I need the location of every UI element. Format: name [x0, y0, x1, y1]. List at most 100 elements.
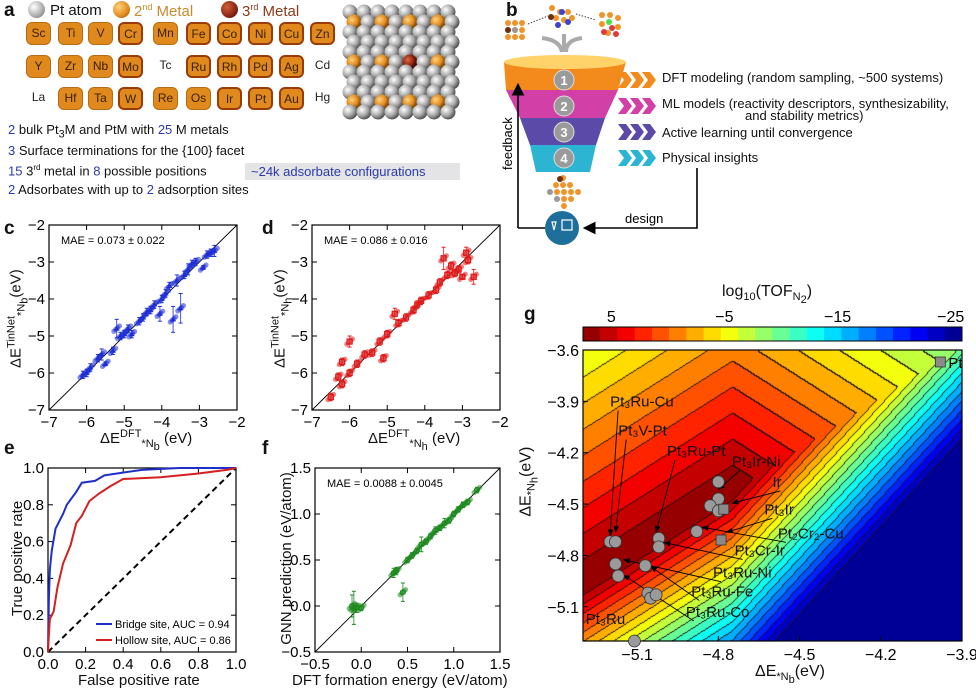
f-ytick-label: 1.0 [290, 506, 311, 523]
element-nb: Nb [88, 55, 113, 78]
g-annotation-arrow [607, 410, 619, 537]
c-point [105, 358, 111, 364]
c-xtick-label: −5 [116, 414, 133, 431]
desc-line-4: 2 Adsorbates with up to 2 adsorption sit… [8, 182, 249, 197]
d-point [387, 328, 393, 335]
pt-atom [370, 104, 386, 120]
f-xtick-label: 1.5 [490, 656, 511, 673]
f-point [403, 586, 409, 593]
panel-label-e: e [4, 438, 15, 459]
g-annotation-label: Pt₃Ru-Pt [667, 443, 726, 460]
legend-second-metal: 2nd Metal [134, 2, 194, 20]
g-ytick-label: −4.8 [547, 548, 579, 565]
d-point [394, 308, 401, 314]
element-ir: Ir [217, 87, 242, 110]
colorbar-band [841, 327, 860, 341]
pt-atom [440, 104, 456, 120]
e-xtick-label: 0.4 [113, 656, 134, 673]
input-structures-icon [505, 5, 621, 53]
second-metal-icon [113, 1, 130, 18]
colorbar-band [686, 327, 705, 341]
g-candidate-point [690, 525, 704, 538]
element-hf: Hf [58, 87, 83, 110]
g-reference-label: Pt [948, 355, 963, 372]
g-colorbar-title: log10(TOFN2) [722, 283, 813, 307]
g-candidate-point [638, 559, 652, 573]
g-reference-point [718, 503, 730, 515]
c-xtick-label: −4 [153, 414, 170, 431]
c-point [173, 314, 179, 320]
g-annotation-arrow [649, 566, 700, 601]
c-xtick-label: −7 [40, 414, 57, 431]
element-os: Os [186, 87, 211, 110]
colorbar-tick-label: −25 [937, 309, 964, 326]
colorbar-frame [582, 326, 963, 342]
legend-pt: Pt atom [50, 2, 102, 19]
e-ytick-label: 0.0 [23, 644, 44, 661]
d-point [331, 391, 337, 398]
element-cr: Cr [118, 22, 143, 45]
g-annotation-label: Ir [773, 474, 782, 491]
c-ytick-label: −6 [28, 365, 45, 382]
panel-label-b: b [506, 0, 518, 21]
step-2-number: 2 [560, 99, 567, 114]
f-xlabel: DFT formation energy (eV/atom) [292, 672, 508, 689]
pt-atom-icon [28, 1, 45, 18]
chevron-icon [642, 150, 656, 166]
e-xtick-label: 0.0 [38, 656, 59, 673]
element-ag: Ag [279, 55, 304, 78]
c-ytick-label: −3 [28, 254, 45, 271]
d-xtick-label: −7 [303, 414, 320, 431]
colorbar-band [927, 327, 946, 341]
c-point [113, 345, 119, 351]
colorbar-band [600, 327, 618, 341]
feedback-label: feedback [500, 117, 515, 170]
g-reference-point [934, 356, 946, 368]
c-point [180, 303, 187, 309]
c-ytick-label: −5 [28, 328, 45, 345]
d-mae-annotation: MAE = 0.086 ± 0.016 [324, 235, 428, 247]
chevron-icon [642, 72, 656, 88]
pt-atom [384, 104, 400, 120]
g-xtick-label: −5.1 [621, 647, 653, 664]
d-point [466, 247, 472, 253]
d-ytick-label: −2 [291, 217, 308, 234]
chevron-icon [630, 150, 644, 166]
element-pd: Pd [248, 55, 273, 78]
step-1-number: 1 [560, 73, 567, 88]
g-xtick-label: −4.5 [784, 647, 816, 664]
g-annotation-arrow [663, 541, 743, 560]
e-random-baseline [47, 467, 237, 653]
g-annotation-label: Pt₃Ru-Cu [610, 393, 674, 410]
d-xtick-label: −3 [454, 414, 471, 431]
step-4-badge [553, 147, 575, 169]
e-ytick-label: 0.8 [23, 497, 44, 514]
g-candidate-point [609, 535, 622, 549]
c-xtick-label: −6 [78, 414, 95, 431]
g-ytick-label: −3.6 [547, 343, 579, 360]
element-ta: Ta [88, 87, 113, 110]
f-ytick-label: −0.5 [281, 644, 311, 661]
g-annotation-arrow [725, 517, 773, 534]
design-arrow [582, 168, 698, 235]
chevron-icon [642, 98, 656, 114]
g-annotation-label: Pt₃Cr-Ir [735, 542, 785, 559]
f-xtick-label: −0.5 [300, 656, 330, 673]
c-ytick-label: −2 [28, 217, 45, 234]
colorbar-band [824, 327, 842, 341]
e-legend-label: Bridge site, AUC = 0.94 [115, 619, 230, 631]
colorbar-tick-label: −5 [715, 309, 733, 326]
c-point [131, 328, 138, 335]
colorbar-band [669, 327, 687, 341]
g-candidate-point [652, 540, 666, 554]
d-point [338, 371, 344, 377]
funnel-top [504, 55, 626, 69]
d-xtick-label: −5 [379, 414, 396, 431]
colorbar-band [858, 327, 877, 341]
colorbar-band [583, 327, 601, 341]
element-mo: Mo [118, 55, 143, 78]
f-point [396, 565, 402, 572]
d-point [349, 336, 356, 342]
